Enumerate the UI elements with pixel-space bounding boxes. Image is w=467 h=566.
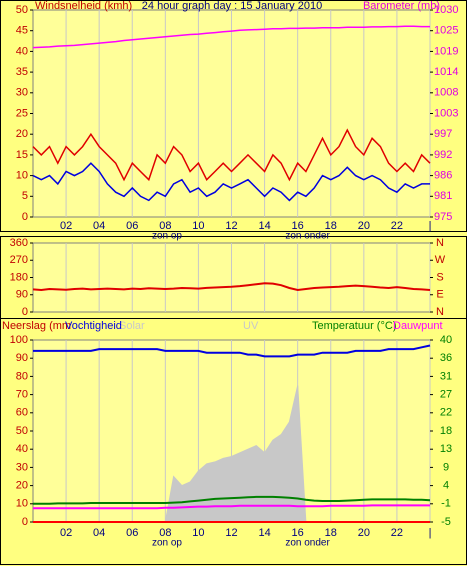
- legend-label: Solar: [119, 320, 145, 332]
- y-axis-label: Windsnelheid (kmh): [35, 0, 132, 12]
- y-tick-label: 40: [16, 443, 28, 455]
- line: [32, 282, 431, 292]
- x-tick-label: 14: [258, 220, 270, 232]
- line: [32, 128, 431, 182]
- y-tick-label: 100: [10, 334, 28, 346]
- x-tick-label: 22: [391, 527, 403, 539]
- y2-tick-label: 4: [443, 480, 449, 492]
- y-tick-label: 30: [16, 87, 28, 99]
- x-tick-label: 02: [60, 220, 72, 232]
- x-tick-label: 10: [192, 220, 204, 232]
- y-tick-label: 40: [16, 45, 28, 57]
- y2-tick-label: -1: [441, 498, 451, 510]
- y-tick-label: 45: [16, 25, 28, 37]
- y2-axis-label: Barometer (mb): [363, 0, 440, 12]
- annotation: zon op: [152, 231, 182, 242]
- y-tick-label: 50: [16, 425, 28, 437]
- y2-tick-label: 1014: [434, 66, 458, 78]
- y-tick-label: 70: [16, 389, 28, 401]
- y2-tick-label: W: [435, 254, 446, 266]
- line: [32, 162, 430, 202]
- x-tick-label: 06: [126, 527, 138, 539]
- y-tick-label: 30: [16, 461, 28, 473]
- y2-tick-label: 975: [434, 211, 452, 223]
- y2-tick-label: 27: [440, 389, 452, 401]
- y2-tick-label: 13: [440, 443, 452, 455]
- x-tick-label: 16: [292, 527, 304, 539]
- x-tick-label: 10: [192, 527, 204, 539]
- y-tick-label: 25: [16, 107, 28, 119]
- x-tick-label: 08: [159, 220, 171, 232]
- x-tick-label: 18: [325, 527, 337, 539]
- y2-tick-label: S: [436, 271, 443, 283]
- y-tick-label: 10: [16, 170, 28, 182]
- y2-tick-label: 981: [434, 190, 452, 202]
- y2-tick-label: 18: [440, 425, 452, 437]
- line: [33, 344, 431, 358]
- annotation: zon op: [152, 538, 182, 549]
- y2-tick-label: 40: [440, 334, 452, 346]
- y2-tick-label: -5: [441, 516, 451, 528]
- y-tick-label: 180: [10, 271, 28, 283]
- y2-tick-label: 1008: [434, 87, 458, 99]
- y-tick-label: 60: [16, 407, 28, 419]
- x-tick-label: 20: [358, 220, 370, 232]
- y2-tick-label: 1019: [434, 45, 458, 57]
- y-tick-label: 20: [16, 480, 28, 492]
- y2-tick-label: N: [436, 237, 444, 249]
- legend-label: Dauwpunt: [393, 320, 443, 332]
- legend-label: Vochtigheid: [65, 320, 122, 332]
- line: [33, 504, 430, 510]
- y-tick-label: 10: [16, 498, 28, 510]
- y2-tick-label: 36: [440, 352, 452, 364]
- annotation: zon onder: [285, 231, 330, 242]
- legend-label: UV: [243, 320, 259, 332]
- y-tick-label: 15: [16, 149, 28, 161]
- y-tick-label: 0: [22, 211, 28, 223]
- y-tick-label: 90: [16, 352, 28, 364]
- x-tick-label: 22: [391, 220, 403, 232]
- x-tick-label: 04: [93, 220, 105, 232]
- y2-tick-label: 1025: [434, 25, 458, 37]
- y2-tick-label: 31: [440, 370, 452, 382]
- x-tick-label: 16: [292, 220, 304, 232]
- y2-tick-label: 22: [440, 407, 452, 419]
- line: [32, 25, 430, 49]
- y2-tick-label: 986: [434, 170, 452, 182]
- y-tick-label: 35: [16, 66, 28, 78]
- y2-tick-label: 992: [434, 149, 452, 161]
- y-tick-label: 20: [16, 128, 28, 140]
- x-tick-label: 08: [159, 527, 171, 539]
- x-tick-label: 02: [60, 527, 72, 539]
- x-tick-label: 14: [258, 527, 270, 539]
- y2-tick-label: N: [436, 306, 444, 318]
- y-axis-label: Neerslag (mm: [2, 320, 71, 332]
- x-tick-label: 18: [325, 220, 337, 232]
- y-tick-label: 0: [22, 516, 28, 528]
- y-tick-label: 360: [10, 237, 28, 249]
- legend-label: Temperatuur (°C): [312, 320, 396, 332]
- y-tick-label: 50: [16, 4, 28, 16]
- y2-tick-label: 9: [443, 461, 449, 473]
- x-tick-label: 06: [126, 220, 138, 232]
- y-tick-label: 5: [22, 190, 28, 202]
- x-tick-label: 20: [358, 527, 370, 539]
- x-tick-label: |: [429, 527, 432, 539]
- y-tick-label: 270: [10, 254, 28, 266]
- y2-tick-label: 997: [434, 128, 452, 140]
- annotation: zon onder: [285, 538, 330, 549]
- y2-tick-label: 1030: [434, 4, 458, 16]
- x-tick-label: |: [429, 220, 432, 232]
- line: [33, 495, 431, 505]
- y-tick-label: 80: [16, 370, 28, 382]
- x-tick-label: 12: [225, 527, 237, 539]
- y2-tick-label: E: [436, 289, 443, 301]
- x-tick-label: 04: [93, 527, 105, 539]
- y-tick-label: 0: [22, 306, 28, 318]
- y2-tick-label: 1003: [434, 107, 458, 119]
- x-tick-label: 12: [225, 220, 237, 232]
- chart-title: 24 hour graph day : 15 January 2010: [142, 0, 322, 12]
- y-tick-label: 90: [16, 289, 28, 301]
